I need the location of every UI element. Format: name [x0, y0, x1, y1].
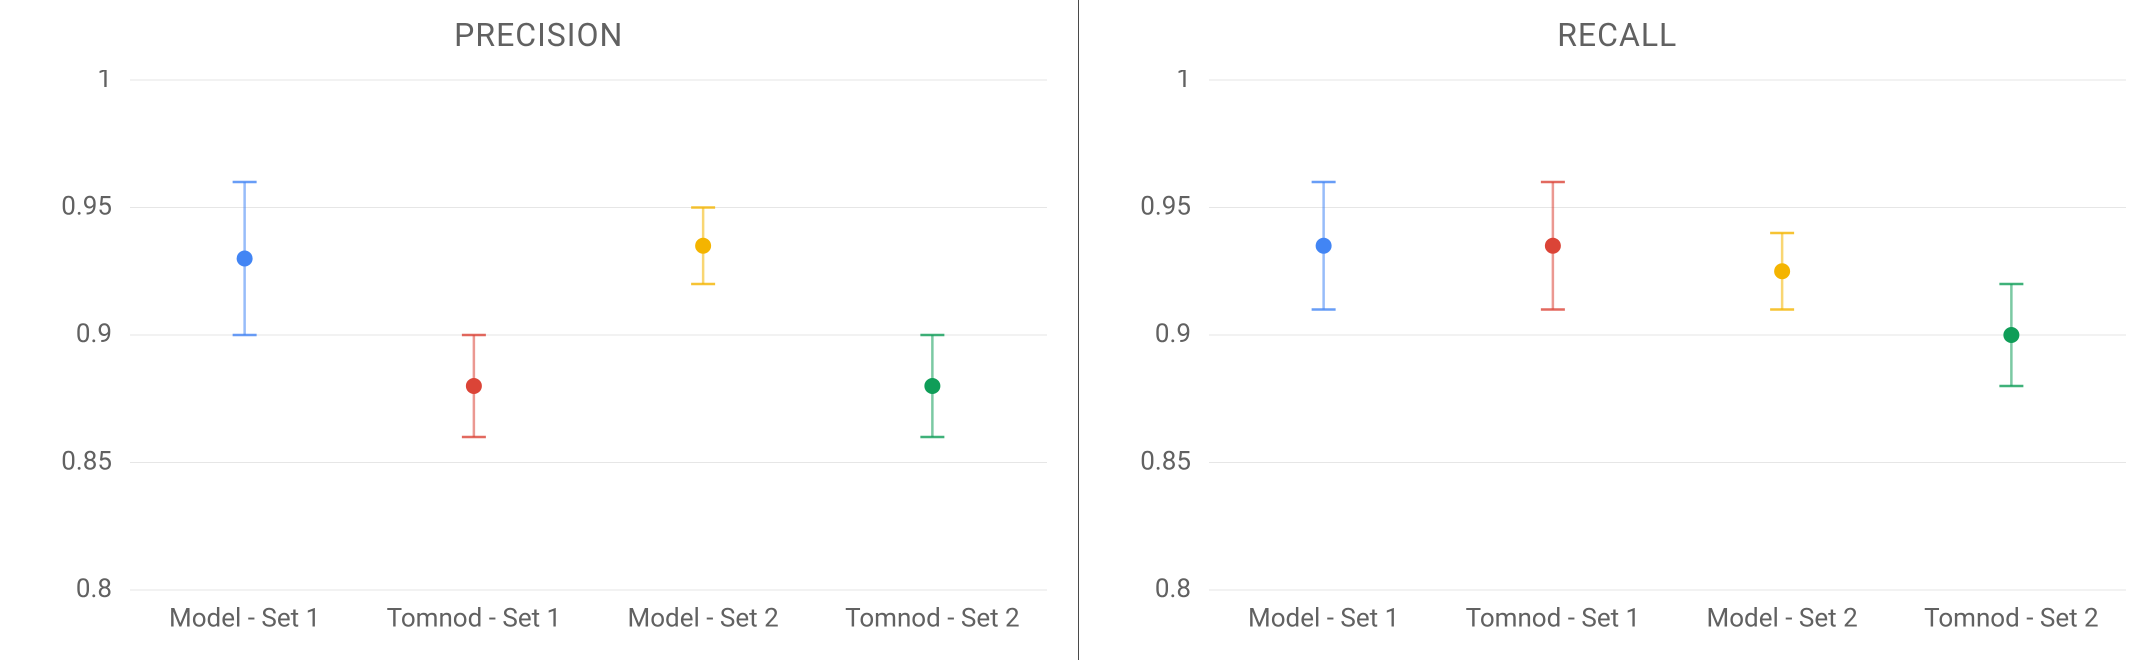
- chart-title: PRECISION: [0, 0, 1078, 70]
- chart-plot: 0.8 0.85 0.9 0.95 1 Model - Set 1 Tomnod - Set…: [0, 70, 1077, 660]
- data-marker: [1544, 238, 1560, 254]
- data-marker: [695, 238, 711, 254]
- y-tick-label: 0.9: [1154, 319, 1190, 349]
- data-marker: [1774, 263, 1790, 279]
- data-marker: [1315, 238, 1331, 254]
- chart-plot: 0.8 0.85 0.9 0.95 1 Model - Set 1 Tomnod - Set…: [1079, 70, 2156, 660]
- x-tick-label: Tomnod - Set 2: [845, 603, 1020, 633]
- x-tick-label: Tomnod - Set 1: [1465, 603, 1640, 633]
- y-tick-label: 0.95: [61, 191, 112, 221]
- x-tick-label: Tomnod - Set 2: [1924, 603, 2099, 633]
- data-marker: [466, 378, 482, 394]
- x-tick-label: Model - Set 2: [1706, 603, 1857, 633]
- data-marker: [237, 251, 253, 267]
- y-tick-label: 0.8: [76, 574, 112, 604]
- x-tick-label: Tomnod - Set 1: [387, 603, 562, 633]
- x-tick-label: Model - Set 1: [169, 603, 320, 633]
- x-tick-label: Model - Set 2: [628, 603, 779, 633]
- y-tick-label: 0.85: [1140, 446, 1191, 476]
- x-tick-label: Model - Set 1: [1248, 603, 1399, 633]
- data-marker: [2003, 327, 2019, 343]
- y-tick-label: 0.85: [61, 446, 112, 476]
- chart-pair: PRECISION 0.8 0.85 0.9 0.95 1 Model - Set 1 Tom…: [0, 0, 2156, 660]
- y-tick-label: 0.8: [1154, 574, 1190, 604]
- y-tick-label: 1: [97, 70, 112, 94]
- chart-title: RECALL: [1079, 0, 2156, 70]
- y-tick-label: 0.95: [1140, 191, 1191, 221]
- y-tick-label: 0.9: [76, 319, 112, 349]
- recall-panel: RECALL 0.8 0.85 0.9 0.95 1 Model - Set 1 Tomnod…: [1079, 0, 2156, 660]
- data-marker: [924, 378, 940, 394]
- precision-panel: PRECISION 0.8 0.85 0.9 0.95 1 Model - Set 1 Tom…: [0, 0, 1078, 660]
- y-tick-label: 1: [1176, 70, 1191, 94]
